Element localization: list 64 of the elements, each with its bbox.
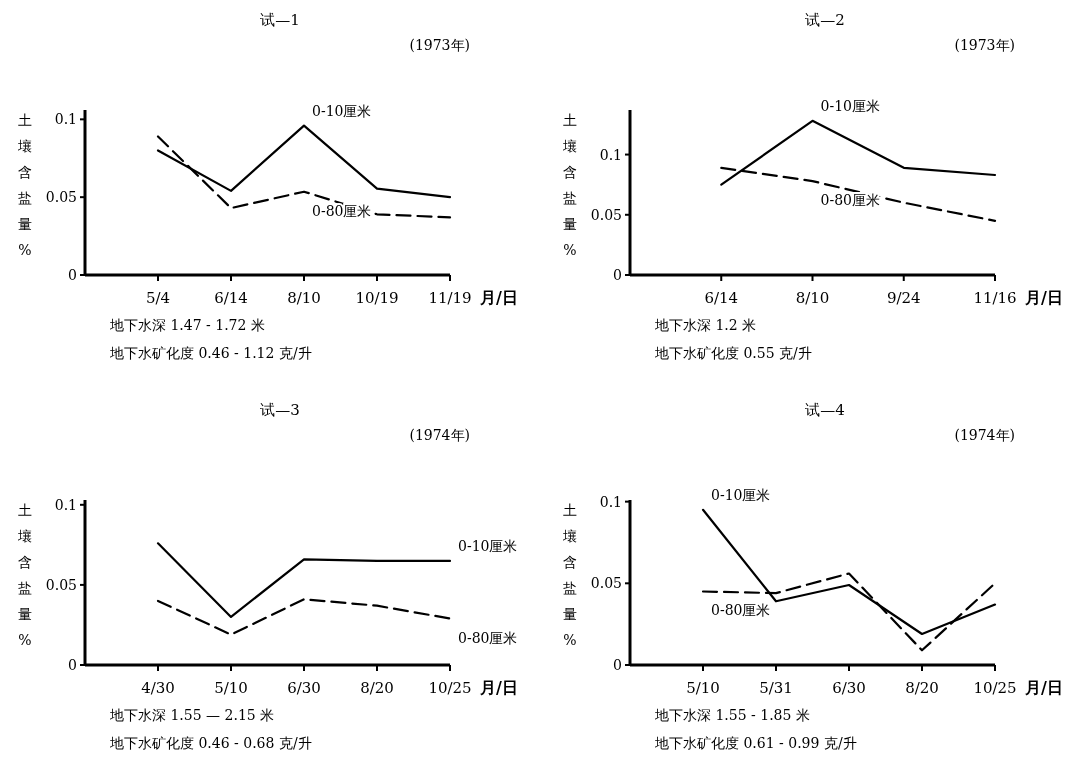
x-axis-title: 月/日 bbox=[1024, 288, 1063, 307]
chart-subtitle: (1973年) bbox=[409, 37, 470, 53]
y-tick-label: 0.1 bbox=[599, 493, 622, 510]
text: 地下水深 1.55 — 2.15 米 bbox=[109, 707, 275, 723]
text: 地下水矿化度 0.55 克/升 bbox=[654, 345, 812, 361]
text: 地下水深 1.47 - 1.72 米 bbox=[109, 317, 265, 333]
text: 地下水深 1.2 米 bbox=[654, 317, 757, 333]
x-tick-label: 4/30 bbox=[141, 679, 175, 697]
x-tick-label: 5/10 bbox=[214, 679, 248, 697]
chart-subtitle: (1974年) bbox=[409, 427, 470, 443]
x-tick-label: 10/25 bbox=[973, 679, 1017, 697]
y-tick-label: 0 bbox=[68, 657, 77, 673]
series-label: 0-80厘米 bbox=[820, 192, 880, 209]
x-tick-label: 5/10 bbox=[686, 679, 720, 697]
x-tick-label: 10/25 bbox=[428, 679, 472, 697]
x-tick-label: 5/4 bbox=[145, 289, 171, 307]
x-tick-label: 8/10 bbox=[795, 289, 830, 307]
x-tick-label: 8/10 bbox=[287, 289, 321, 307]
series-label: 0-10厘米 bbox=[312, 102, 372, 119]
chart-title: 试—4 bbox=[805, 401, 845, 419]
x-tick-label: 6/14 bbox=[704, 289, 739, 307]
y-tick-label: 0.05 bbox=[590, 575, 622, 592]
y-tick-label: 0 bbox=[68, 267, 77, 283]
x-tick-label: 11/19 bbox=[428, 289, 472, 307]
text: 地下水矿化度 0.46 - 1.12 克/升 bbox=[109, 345, 312, 361]
y-tick-label: 0 bbox=[613, 267, 622, 283]
y-tick-label: 0.1 bbox=[54, 111, 77, 128]
text: 地下水矿化度 0.61 - 0.99 克/升 bbox=[654, 735, 857, 751]
y-axis-title: 土壤含盐量% bbox=[562, 502, 577, 648]
chart-title: 试—3 bbox=[260, 401, 300, 419]
y-tick-label: 0.1 bbox=[599, 146, 622, 163]
chart-title: 试—2 bbox=[805, 11, 845, 29]
chart-subtitle: (1973年) bbox=[954, 37, 1015, 53]
x-tick-label: 10/19 bbox=[355, 289, 399, 307]
x-tick-label: 6/30 bbox=[287, 679, 321, 697]
x-axis-title: 月/日 bbox=[1024, 678, 1063, 697]
y-tick-label: 0.05 bbox=[590, 206, 622, 223]
y-axis-title: 土壤含盐量% bbox=[17, 502, 32, 648]
y-axis-title: 土壤含盐量% bbox=[562, 112, 577, 258]
x-tick-label: 5/31 bbox=[759, 679, 793, 697]
x-tick-label: 9/24 bbox=[886, 289, 921, 307]
x-tick-label: 6/30 bbox=[832, 679, 866, 697]
line-series bbox=[156, 598, 452, 636]
series-label: 0-10厘米 bbox=[458, 537, 518, 554]
y-tick-label: 0.1 bbox=[54, 496, 77, 513]
series-label: 0-80厘米 bbox=[458, 629, 518, 646]
x-axis-title: 月/日 bbox=[479, 288, 518, 307]
text: 地下水矿化度 0.46 - 0.68 克/升 bbox=[109, 735, 312, 751]
x-tick-label: 11/16 bbox=[973, 289, 1017, 307]
x-axis-title: 月/日 bbox=[479, 678, 518, 697]
text: 地下水深 1.55 - 1.85 米 bbox=[654, 707, 810, 723]
series-label: 0-10厘米 bbox=[711, 486, 771, 503]
chart-subtitle: (1974年) bbox=[954, 427, 1015, 443]
y-tick-label: 0.05 bbox=[45, 189, 77, 206]
x-tick-label: 8/20 bbox=[360, 679, 394, 697]
x-tick-label: 8/20 bbox=[905, 679, 939, 697]
line-series bbox=[156, 542, 452, 618]
y-tick-label: 0.05 bbox=[45, 576, 77, 593]
y-tick-label: 0 bbox=[613, 657, 622, 673]
series-label: 0-10厘米 bbox=[820, 97, 880, 114]
series-label: 0-80厘米 bbox=[711, 602, 771, 619]
x-tick-label: 6/14 bbox=[214, 289, 248, 307]
chart-title: 试—1 bbox=[260, 11, 300, 29]
y-axis-title: 土壤含盐量% bbox=[17, 112, 32, 258]
